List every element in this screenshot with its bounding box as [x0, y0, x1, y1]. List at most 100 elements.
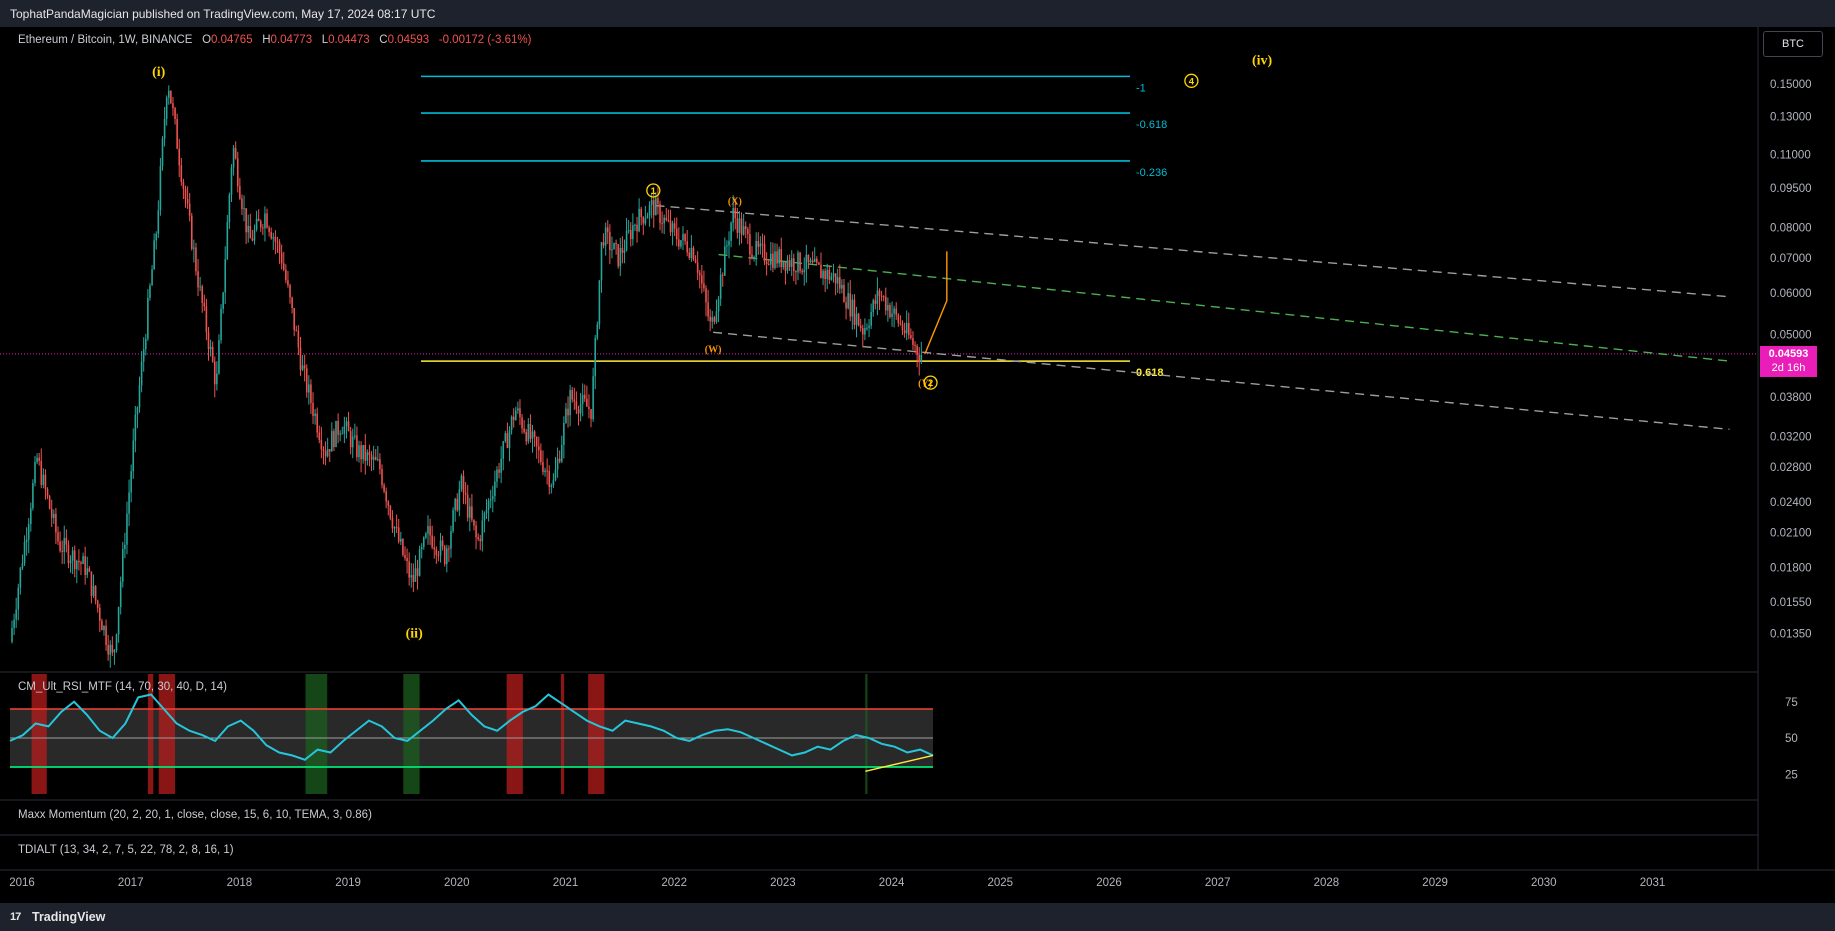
candle-body [301, 365, 304, 370]
candles [11, 85, 923, 668]
candle-body [295, 329, 298, 332]
currency-button[interactable]: BTC [1763, 31, 1823, 57]
x-tick-label: 2017 [118, 877, 144, 889]
candle-body [542, 462, 544, 473]
candle-body [772, 253, 774, 268]
candle-body [517, 408, 519, 411]
footer-bar: 17 TradingView [0, 903, 1835, 931]
candle-body [211, 346, 214, 362]
candle-body [272, 237, 275, 239]
candle-body [650, 200, 653, 205]
candle-body [744, 226, 747, 230]
candle-body [437, 555, 440, 557]
open-value: 0.04765 [211, 34, 253, 46]
candle-body [356, 435, 358, 458]
change-value: -0.00172 (-3.61%) [438, 34, 532, 46]
candle-body [107, 645, 109, 655]
candle-body [117, 606, 120, 635]
candle-body [579, 403, 582, 414]
candle-body [487, 500, 490, 510]
candle-body [368, 452, 371, 455]
candle-body [310, 384, 312, 403]
candle-body [90, 571, 93, 596]
tdi-indicator-title[interactable]: TDIALT (13, 34, 2, 7, 5, 22, 78, 2, 8, 1… [18, 844, 234, 856]
footer-brand[interactable]: TradingView [32, 910, 106, 924]
candle-body [326, 449, 329, 457]
candle-body [82, 556, 84, 564]
candle-body [416, 568, 419, 576]
candle-body [387, 501, 390, 506]
candle-body [619, 247, 622, 267]
candle-body [491, 496, 494, 500]
candle-body [406, 558, 408, 562]
candle-body [184, 188, 187, 200]
candle-body [144, 338, 147, 350]
candle-body [824, 270, 826, 279]
candle-body [13, 619, 15, 629]
candle-body [786, 260, 789, 271]
rsi-signal-bar [588, 674, 605, 794]
candle-body [439, 540, 442, 556]
candle-body [155, 233, 158, 241]
candle-body [71, 550, 74, 561]
candle-body [347, 421, 350, 432]
candle-body [788, 260, 791, 267]
candle-body [571, 390, 574, 400]
candle-body [701, 275, 703, 284]
y-tick-label: 0.03800 [1770, 392, 1812, 404]
candle-body [849, 293, 852, 317]
candle-body [805, 254, 808, 270]
candle-body [851, 299, 854, 317]
candle-body [251, 238, 254, 241]
wave-label-circle [923, 375, 938, 390]
x-tick-label: 2016 [9, 877, 35, 889]
candle-body [820, 264, 822, 279]
candle-body [782, 262, 785, 268]
candle-body [872, 300, 875, 312]
channel-line [655, 204, 1730, 298]
y-tick-label: 0.08000 [1770, 222, 1812, 234]
projection-path [924, 251, 948, 354]
candle-body [456, 498, 459, 511]
candle-body [297, 331, 300, 348]
candle-body [312, 402, 314, 416]
candle-body [682, 234, 684, 241]
tradingview-logo-icon: 17 [10, 911, 21, 923]
candle-body [734, 207, 737, 219]
candle-body [671, 223, 674, 233]
candle-body [69, 560, 72, 564]
candle-body [575, 401, 578, 410]
candle-body [216, 373, 218, 385]
candle-body [170, 90, 172, 104]
candle-body [784, 262, 787, 271]
candle-body [510, 416, 513, 431]
price-chart[interactable]: 0.15000 0.13000 0.11000 0.09500 0.08000 0.070… [0, 0, 1835, 903]
maxx-indicator-title[interactable]: Maxx Momentum (20, 2, 20, 1, close, clos… [18, 809, 372, 821]
candle-body [738, 218, 741, 233]
candle-body [494, 481, 496, 497]
wave-label: (ii) [406, 626, 423, 641]
candle-body [42, 474, 45, 485]
candle-body [337, 420, 339, 435]
candle-body [621, 247, 624, 253]
channel-line [718, 253, 1730, 362]
candle-body [713, 317, 716, 322]
candle-body [853, 299, 856, 325]
candle-body [291, 297, 293, 309]
rsi-indicator-title[interactable]: CM_Ult_RSI_MTF (14, 70, 30, 40, D, 14) [18, 681, 227, 693]
candle-body [673, 223, 676, 229]
x-tick-label: 2023 [770, 877, 796, 889]
wave-label: (W) [705, 345, 722, 356]
candle-body [67, 544, 70, 564]
candle-body [132, 440, 135, 472]
y-tick-label: 0.13000 [1770, 112, 1812, 124]
candle-body [316, 413, 318, 433]
candle-body [694, 259, 697, 263]
candle-body [916, 346, 918, 355]
candle-body [360, 445, 362, 460]
candle-body [763, 243, 766, 262]
candle-body [830, 276, 833, 280]
candle-body [142, 349, 145, 362]
candle-body [889, 304, 891, 318]
candle-body [644, 218, 647, 224]
